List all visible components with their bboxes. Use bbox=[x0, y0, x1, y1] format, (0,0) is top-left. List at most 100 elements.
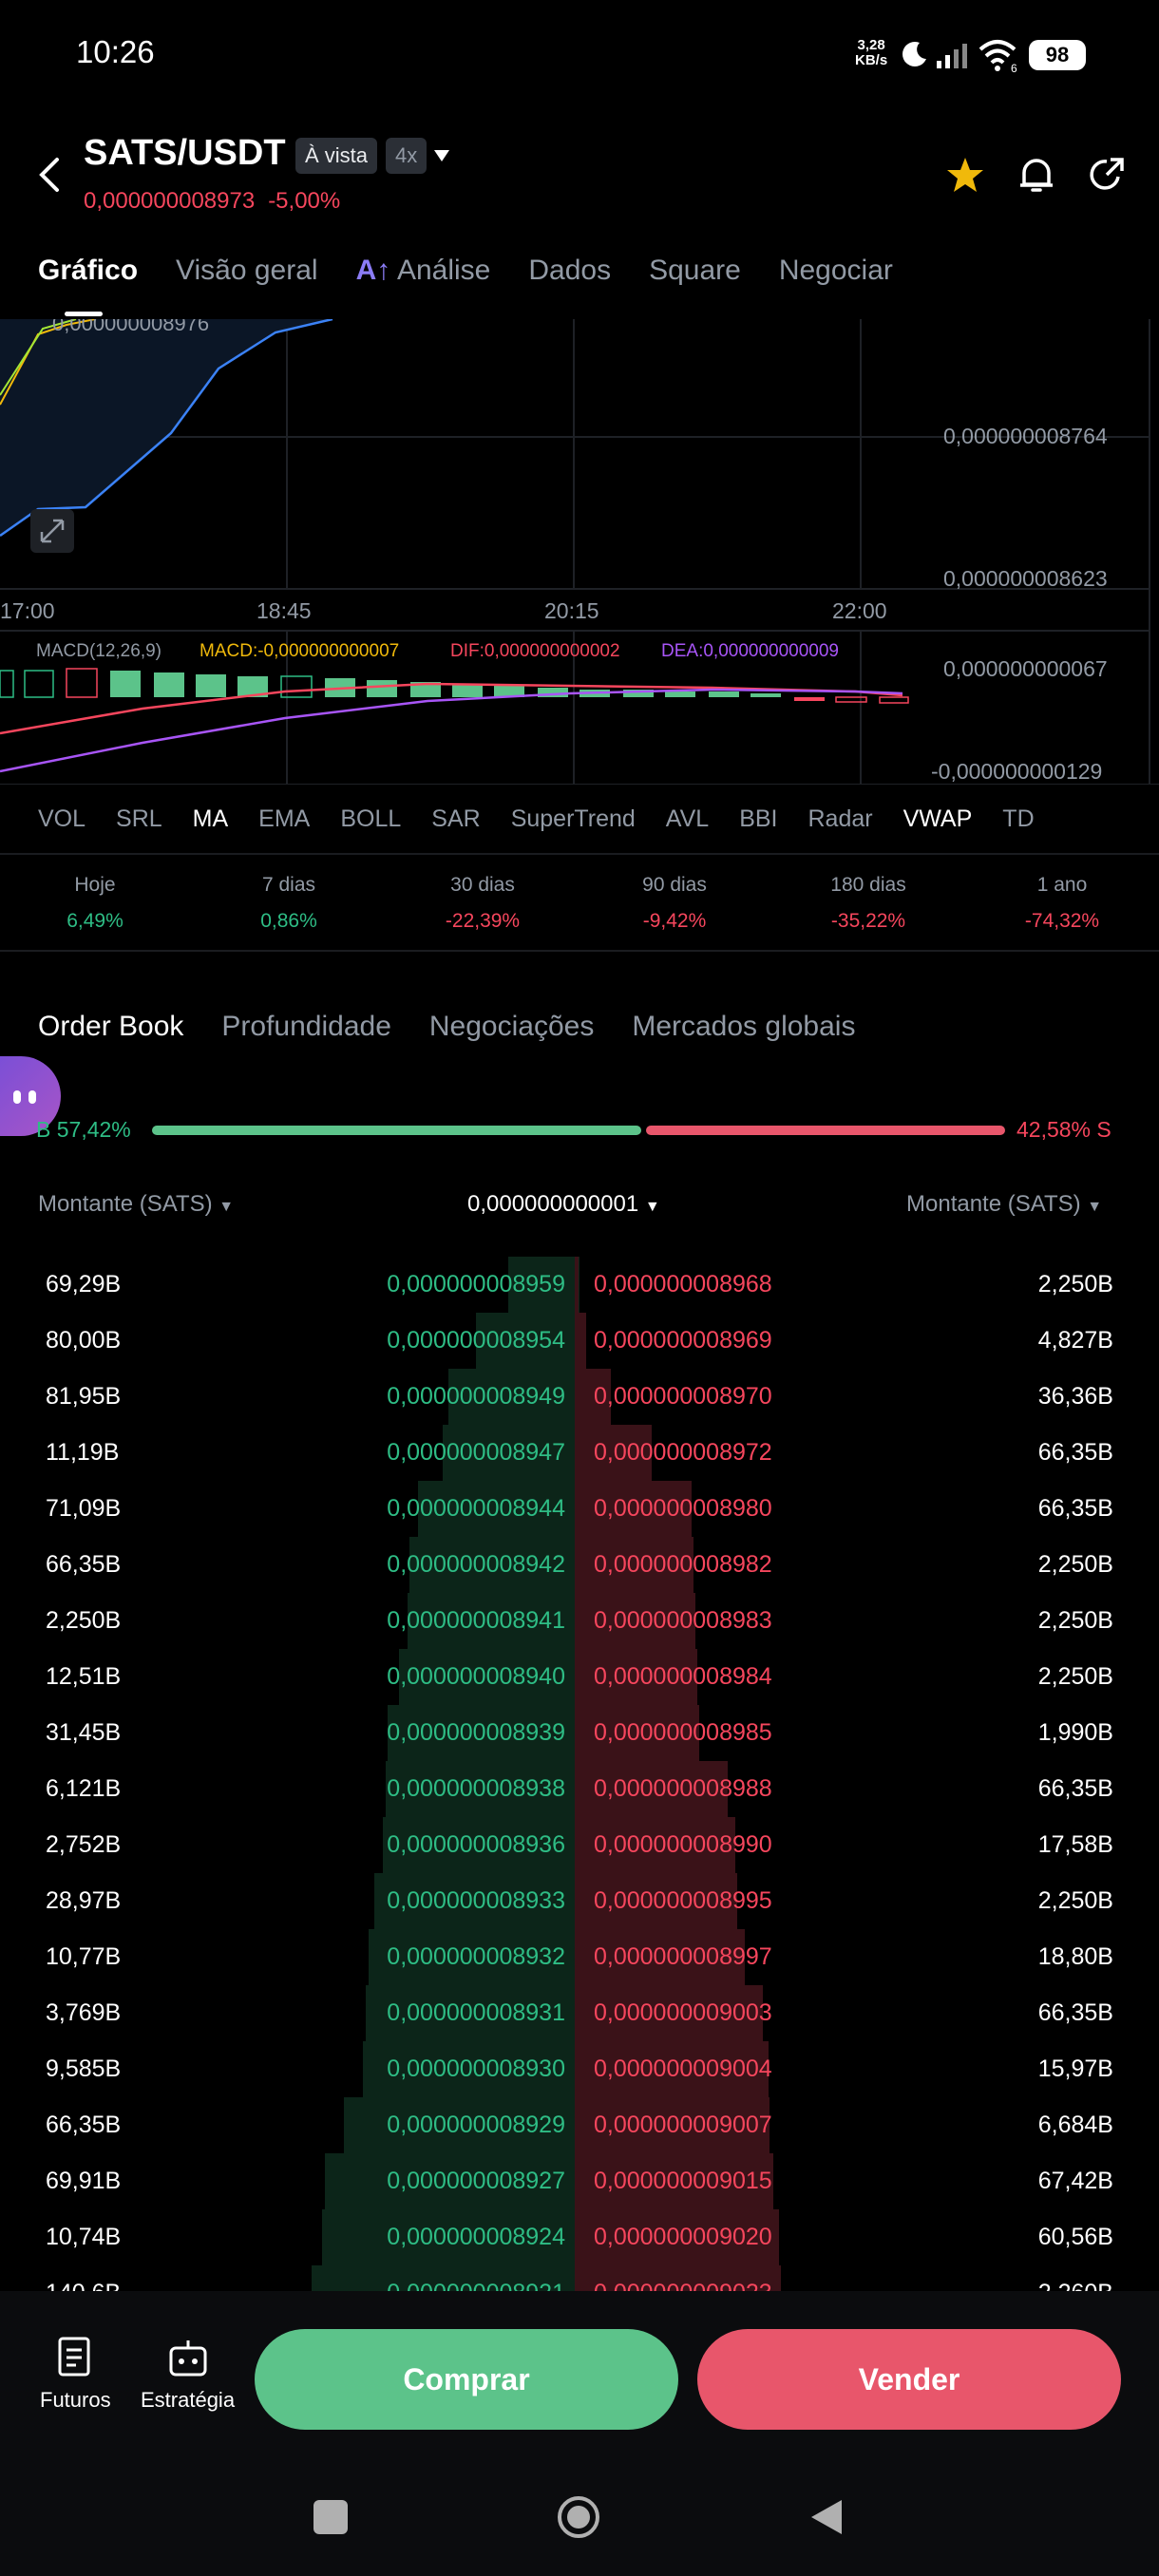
indicator-vwap[interactable]: VWAP bbox=[902, 805, 973, 832]
document-icon bbox=[58, 2337, 90, 2377]
indicator-srl[interactable]: SRL bbox=[116, 805, 162, 832]
orderbook-tabs: Order Book Profundidade Negociações Merc… bbox=[38, 1011, 855, 1043]
orderbook-row[interactable]: 81,95B 0,000000008949 0,000000008970 36,36B bbox=[0, 1369, 1159, 1425]
orderbook-row[interactable]: 2,752B 0,000000008936 0,000000008990 17,58B bbox=[0, 1817, 1159, 1873]
ask-price: 0,000000009020 bbox=[594, 2224, 772, 2250]
spot-tag: À vista bbox=[295, 138, 378, 174]
leverage-tag: 4x bbox=[386, 138, 428, 174]
orderbook-row[interactable]: 3,769B 0,000000008931 0,000000009003 66,35B bbox=[0, 1985, 1159, 2041]
indicator-boll[interactable]: BOLL bbox=[340, 805, 402, 832]
price-chart[interactable]: 0,000000008976 0,000000008764 0,00000000… bbox=[0, 319, 1159, 785]
main-tabs: Gráfico Visão geral A↑ Análise Dados Squ… bbox=[38, 255, 893, 287]
bid-price: 0,000000008921 bbox=[387, 2265, 565, 2291]
strategy-button[interactable]: Estratégia bbox=[141, 2337, 235, 2413]
tab-trades[interactable]: Negociações bbox=[428, 1011, 595, 1042]
orderbook-row[interactable]: 66,35B 0,000000008942 0,000000008982 2,250B bbox=[0, 1537, 1159, 1593]
ask-depth-bar bbox=[575, 1425, 652, 1481]
tab-data[interactable]: Dados bbox=[528, 255, 612, 286]
indicator-tabs: VOL SRL MA EMA BOLL SAR SuperTrend AVL B… bbox=[38, 805, 1035, 833]
bid-amount: 28,97B bbox=[46, 1887, 122, 1914]
indicator-ma[interactable]: MA bbox=[192, 805, 229, 832]
back-button[interactable] bbox=[809, 2498, 844, 2536]
tab-analysis[interactable]: A↑ Análise bbox=[355, 255, 491, 286]
signal-icon bbox=[937, 44, 967, 68]
ask-amount: 2,250B bbox=[1037, 1271, 1113, 1297]
buy-button[interactable]: Comprar bbox=[255, 2329, 678, 2430]
bid-amount: 71,09B bbox=[46, 1495, 122, 1522]
ask-price: 0,000000009007 bbox=[594, 2112, 772, 2138]
tab-chart[interactable]: Gráfico bbox=[38, 255, 139, 286]
caret-down-icon: ▼ bbox=[218, 1199, 235, 1215]
precision-selector[interactable]: 0,000000000001 ▼ bbox=[467, 1191, 660, 1217]
orderbook-row[interactable]: 69,29B 0,000000008959 0,000000008968 2,250B bbox=[0, 1257, 1159, 1313]
orderbook-row[interactable]: 10,74B 0,000000008924 0,000000009020 60,56B bbox=[0, 2209, 1159, 2265]
orderbook-row[interactable]: 2,250B 0,000000008941 0,000000008983 2,250B bbox=[0, 1593, 1159, 1649]
indicator-td[interactable]: TD bbox=[1002, 805, 1035, 832]
svg-text:6: 6 bbox=[1011, 62, 1017, 72]
orderbook-row[interactable]: 6,121B 0,000000008938 0,000000008988 66,35B bbox=[0, 1761, 1159, 1817]
wifi-icon: 6 bbox=[978, 40, 1017, 72]
divider bbox=[0, 950, 1159, 952]
ask-amount-header[interactable]: Montante (SATS) ▼ bbox=[906, 1191, 1103, 1217]
bid-amount-header[interactable]: Montante (SATS) ▼ bbox=[38, 1191, 235, 1217]
indicator-ema[interactable]: EMA bbox=[258, 805, 311, 832]
tab-trade[interactable]: Negociar bbox=[778, 255, 893, 286]
tab-depth[interactable]: Profundidade bbox=[221, 1011, 391, 1042]
ask-amount: 1,990B bbox=[1037, 1719, 1113, 1746]
indicator-sar[interactable]: SAR bbox=[431, 805, 481, 832]
orderbook-row[interactable]: 69,91B 0,000000008927 0,000000009015 67,42B bbox=[0, 2153, 1159, 2209]
bid-depth-bar bbox=[388, 1705, 580, 1761]
bid-price: 0,000000008942 bbox=[387, 1551, 565, 1578]
price-line: 0,000000008973 -5,00% bbox=[84, 188, 353, 215]
orderbook-row[interactable]: 11,19B 0,000000008947 0,000000008972 66,35B bbox=[0, 1425, 1159, 1481]
indicator-avl[interactable]: AVL bbox=[665, 805, 710, 832]
orderbook-row[interactable]: 80,00B 0,000000008954 0,000000008969 4,827B bbox=[0, 1313, 1159, 1369]
bid-amount: 81,95B bbox=[46, 1383, 122, 1410]
ask-amount: 2,250B bbox=[1037, 1663, 1113, 1690]
indicator-radar[interactable]: Radar bbox=[808, 805, 873, 832]
bid-depth-bar bbox=[363, 2041, 580, 2097]
ask-price: 0,000000008997 bbox=[594, 1943, 772, 1970]
perf-180d: 180 dias -35,22% bbox=[830, 874, 906, 932]
sell-ratio: 42,58% S bbox=[1016, 1117, 1112, 1142]
tab-global-markets[interactable]: Mercados globais bbox=[632, 1011, 856, 1042]
bid-amount: 3,769B bbox=[46, 1999, 122, 2026]
recent-apps-button[interactable] bbox=[314, 2500, 348, 2534]
back-arrow-icon[interactable] bbox=[36, 156, 63, 194]
pair-title[interactable]: SATS/USDT bbox=[84, 133, 286, 173]
ask-depth-bar bbox=[575, 1649, 697, 1705]
tab-overview[interactable]: Visão geral bbox=[176, 255, 318, 286]
orderbook-row[interactable]: 28,97B 0,000000008933 0,000000008995 2,250B bbox=[0, 1873, 1159, 1929]
tab-square[interactable]: Square bbox=[649, 255, 741, 286]
sell-button[interactable]: Vender bbox=[697, 2329, 1121, 2430]
indicator-bbi[interactable]: BBI bbox=[739, 805, 778, 832]
orderbook-row[interactable]: 31,45B 0,000000008939 0,000000008985 1,990B bbox=[0, 1705, 1159, 1761]
favorite-star-icon[interactable] bbox=[945, 156, 985, 194]
orderbook-row[interactable]: 71,09B 0,000000008944 0,000000008980 66,35B bbox=[0, 1481, 1159, 1537]
bell-icon[interactable] bbox=[1018, 154, 1054, 196]
indicator-supertrend[interactable]: SuperTrend bbox=[510, 805, 636, 832]
caret-down-icon: ▼ bbox=[644, 1199, 660, 1215]
ask-depth-bar bbox=[575, 2153, 773, 2209]
pair-dropdown-icon[interactable] bbox=[432, 148, 451, 163]
ask-price: 0,000000008988 bbox=[594, 1775, 772, 1802]
tab-order-book[interactable]: Order Book bbox=[38, 1011, 184, 1042]
orderbook-row[interactable]: 12,51B 0,000000008940 0,000000008984 2,250B bbox=[0, 1649, 1159, 1705]
orderbook-row[interactable]: 9,585B 0,000000008930 0,000000009004 15,97B bbox=[0, 2041, 1159, 2097]
ask-amount: 66,35B bbox=[1037, 1495, 1113, 1522]
share-icon[interactable] bbox=[1088, 156, 1126, 194]
dea-value: DEA:0,000000000009 bbox=[661, 641, 839, 661]
home-button[interactable] bbox=[556, 2494, 601, 2540]
orderbook-row[interactable]: 140,6B 0,000000008921 0,000000009023 2,260B bbox=[0, 2265, 1159, 2291]
orderbook-row[interactable]: 10,77B 0,000000008932 0,000000008997 18,80B bbox=[0, 1929, 1159, 1985]
indicator-vol[interactable]: VOL bbox=[38, 805, 86, 832]
bid-amount: 10,77B bbox=[46, 1943, 122, 1970]
orderbook-row[interactable]: 66,35B 0,000000008929 0,000000009007 6,684B bbox=[0, 2097, 1159, 2153]
price-axis-label: 0,000000008764 bbox=[943, 424, 1108, 448]
futures-button[interactable]: Futuros bbox=[40, 2337, 111, 2413]
dea-line bbox=[0, 688, 903, 773]
ask-amount: 36,36B bbox=[1037, 1383, 1113, 1410]
perf-today: Hoje 6,49% bbox=[66, 874, 124, 932]
bid-price: 0,000000008931 bbox=[387, 1999, 565, 2026]
macd-value: MACD:-0,000000000007 bbox=[200, 641, 399, 661]
